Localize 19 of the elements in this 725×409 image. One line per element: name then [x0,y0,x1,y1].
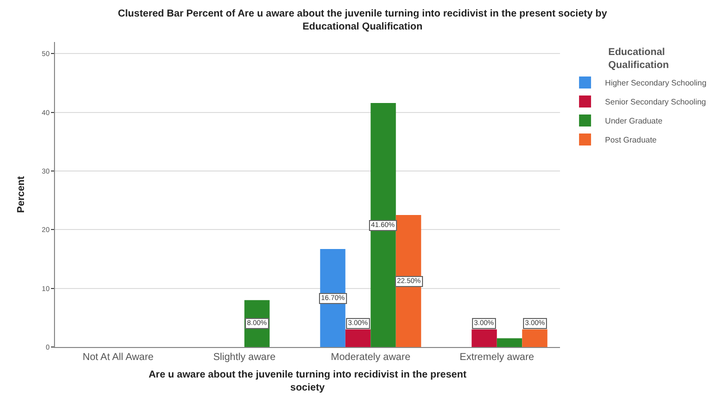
x-tick-label: Not At All Aware [82,352,154,363]
bar [496,338,522,347]
bar [320,249,346,347]
legend-label: Higher Secondary Schooling [605,78,706,88]
x-axis-title: Are u aware about the juvenile turning into recidivist in the present society [148,370,468,394]
chart-title: Clustered Bar Percent of Are u aware about the juvenile turning into recidivist in the present society by Educational Qualification [118,8,608,32]
bar [396,215,422,347]
legend-title: Educational Qualification [608,47,669,71]
bar [522,329,548,347]
bar [472,329,497,347]
x-tick-label: Slightly aware [213,352,276,363]
bar [370,103,396,347]
legend-label: Senior Secondary Schooling [605,98,706,107]
bar [345,329,371,347]
legend-label: Under Graduate [605,116,663,126]
x-tick-label: Moderately aware [330,352,411,363]
x-tick-label: Extremely aware [460,352,535,363]
legend-label: Post Graduate [605,136,658,145]
y-axis-title: Percent [16,175,27,213]
